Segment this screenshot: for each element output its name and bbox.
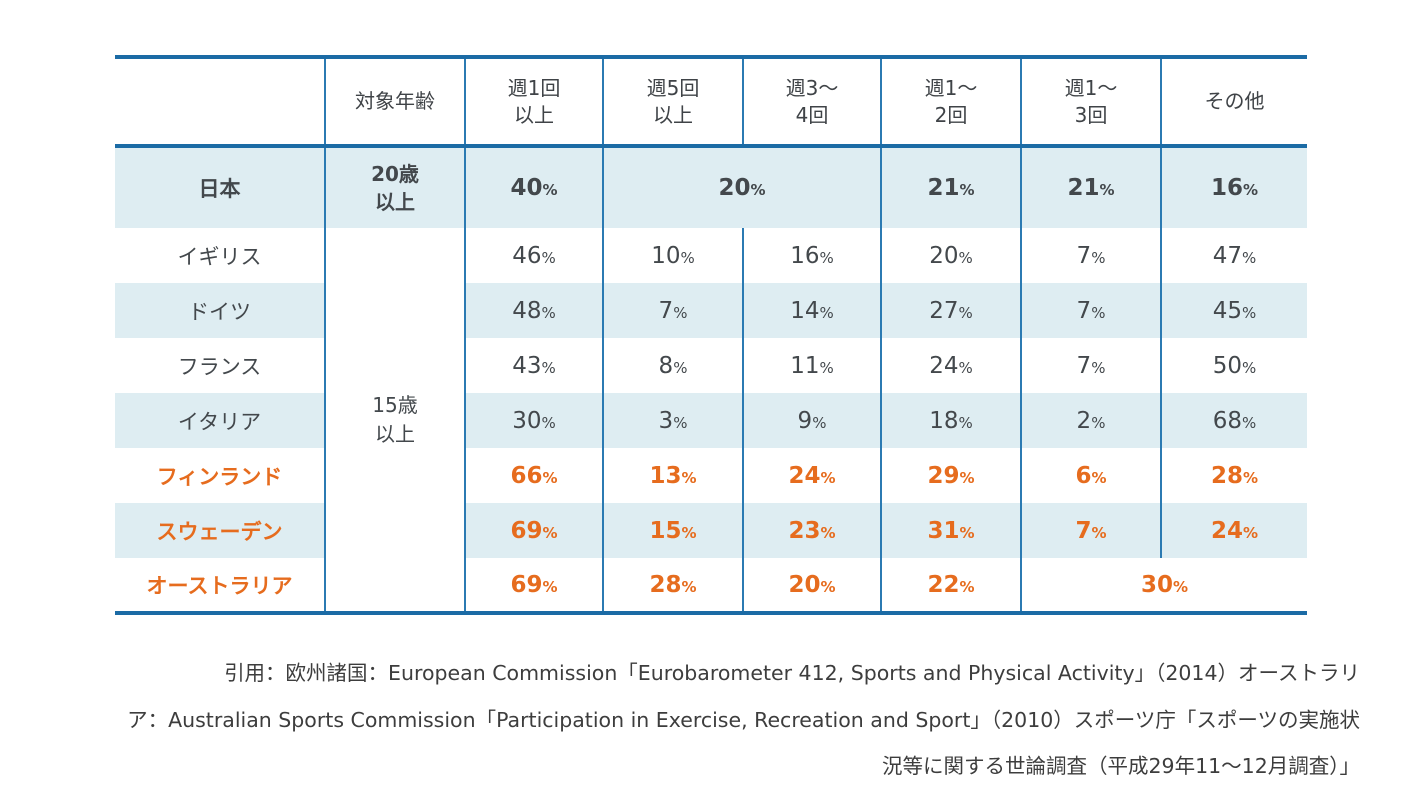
row-italy: イタリア 30% 3% 9% 18% 2% 68% (115, 393, 1307, 448)
col-header-week3to4: 週3〜 4回 (742, 55, 881, 148)
value-cell: 16% (742, 228, 881, 283)
row-sweden: スウェーデン 69% 15% 23% 31% 7% 24% (115, 503, 1307, 558)
value-cell: 16% (1160, 146, 1307, 228)
citation-line-2: ア：Australian Sports Commission「Participa… (127, 707, 1360, 732)
value-cell: 20% (742, 558, 881, 615)
value-cell-merged: 30% (1020, 558, 1307, 615)
value-cell: 29% (880, 448, 1021, 503)
value-cell: 2% (1020, 393, 1161, 448)
country-cell: フランス (177, 354, 262, 379)
value-cell: 43% (464, 338, 603, 393)
value-cell: 21% (880, 146, 1021, 228)
value-cell: 24% (1160, 503, 1307, 558)
value-cell: 47% (1160, 228, 1307, 283)
country-cell: ドイツ (115, 283, 325, 338)
col-header-target-age: 対象年齢 (324, 55, 465, 148)
country-cell: 日本 (115, 146, 325, 228)
value-cell: 9% (742, 393, 881, 448)
value-cell: 28% (602, 558, 743, 615)
value-cell: 20% (880, 228, 1021, 283)
row-uk: イギリス 15歳 以上 46% 10% 16% 20% 7% 47% (115, 228, 1307, 615)
value-cell: 13% (602, 448, 743, 503)
value-cell: 27% (880, 283, 1021, 338)
value-cell: 10% (602, 228, 743, 283)
value-cell: 50% (1160, 338, 1307, 393)
col-header-week1to2: 週1〜 2回 (880, 55, 1021, 148)
citation-line-3: 況等に関する世論調査（平成29年11〜12月調査）」 (881, 754, 1360, 778)
value-cell: 23% (742, 503, 881, 558)
citation-line-1: 引用：欧州諸国：European Commission「Eurobaromete… (224, 661, 1360, 685)
country-cell: イギリス (177, 244, 262, 269)
col-header-other: その他 (1160, 55, 1307, 148)
country-cell: スウェーデン (115, 503, 325, 558)
value-cell: 40% (464, 146, 603, 228)
value-cell: 69% (464, 558, 603, 615)
value-cell: 30% (464, 393, 603, 448)
source-citation: 引用：欧州諸国：European Commission「Eurobaromete… (40, 650, 1360, 790)
value-cell: 14% (742, 283, 881, 338)
value-cell: 46% (464, 228, 603, 283)
row-australia: オーストラリア 69% 28% 20% 22% 30% (115, 558, 1307, 615)
age-cell-merged: 15歳 以上 (324, 228, 466, 615)
value-cell: 15% (602, 503, 743, 558)
value-cell: 7% (602, 283, 743, 338)
value-cell: 22% (880, 558, 1021, 615)
value-cell: 7% (1020, 228, 1161, 283)
value-cell: 7% (1020, 338, 1161, 393)
value-cell: 3% (602, 393, 743, 448)
value-cell: 7% (1020, 503, 1161, 558)
row-japan: 日本 20歳 以上 40% 20% 21% 21% 16% (115, 146, 1307, 228)
col-header-week1plus: 週1回 以上 (464, 55, 603, 148)
value-cell: 11% (742, 338, 881, 393)
value-cell: 7% (1020, 283, 1161, 338)
value-cell-merged: 20% (602, 146, 881, 228)
col-header-week1to3: 週1〜 3回 (1020, 55, 1161, 148)
value-cell: 24% (742, 448, 881, 503)
value-cell: 21% (1020, 146, 1161, 228)
value-cell: 28% (1160, 448, 1307, 503)
value-cell: 45% (1160, 283, 1307, 338)
value-cell: 69% (464, 503, 603, 558)
value-cell: 66% (464, 448, 603, 503)
sports-participation-table: 対象年齢 週1回 以上 週5回 以上 週3〜 4回 週1〜 2回 週1〜 3回 … (115, 55, 1307, 615)
value-cell: 18% (880, 393, 1021, 448)
value-cell: 48% (464, 283, 603, 338)
age-cell: 20歳 以上 (324, 146, 465, 228)
col-header-week5plus: 週5回 以上 (602, 55, 743, 148)
row-germany: ドイツ 48% 7% 14% 27% 7% 45% (115, 283, 1307, 338)
country-cell: イタリア (115, 393, 325, 448)
value-cell: 6% (1020, 448, 1161, 503)
value-cell: 8% (602, 338, 743, 393)
country-cell: オーストラリア (115, 558, 325, 615)
country-cell: フィンランド (156, 464, 283, 489)
row-france: フランス 43% 8% 11% 24% 7% 50% (115, 338, 1307, 393)
value-cell: 68% (1160, 393, 1307, 448)
corner-cell (115, 55, 325, 148)
value-cell: 31% (880, 503, 1021, 558)
value-cell: 24% (880, 338, 1021, 393)
header-row: 対象年齢 週1回 以上 週5回 以上 週3〜 4回 週1〜 2回 週1〜 3回 … (115, 55, 1307, 148)
row-finland: フィンランド 66% 13% 24% 29% 6% 28% (115, 448, 1307, 503)
